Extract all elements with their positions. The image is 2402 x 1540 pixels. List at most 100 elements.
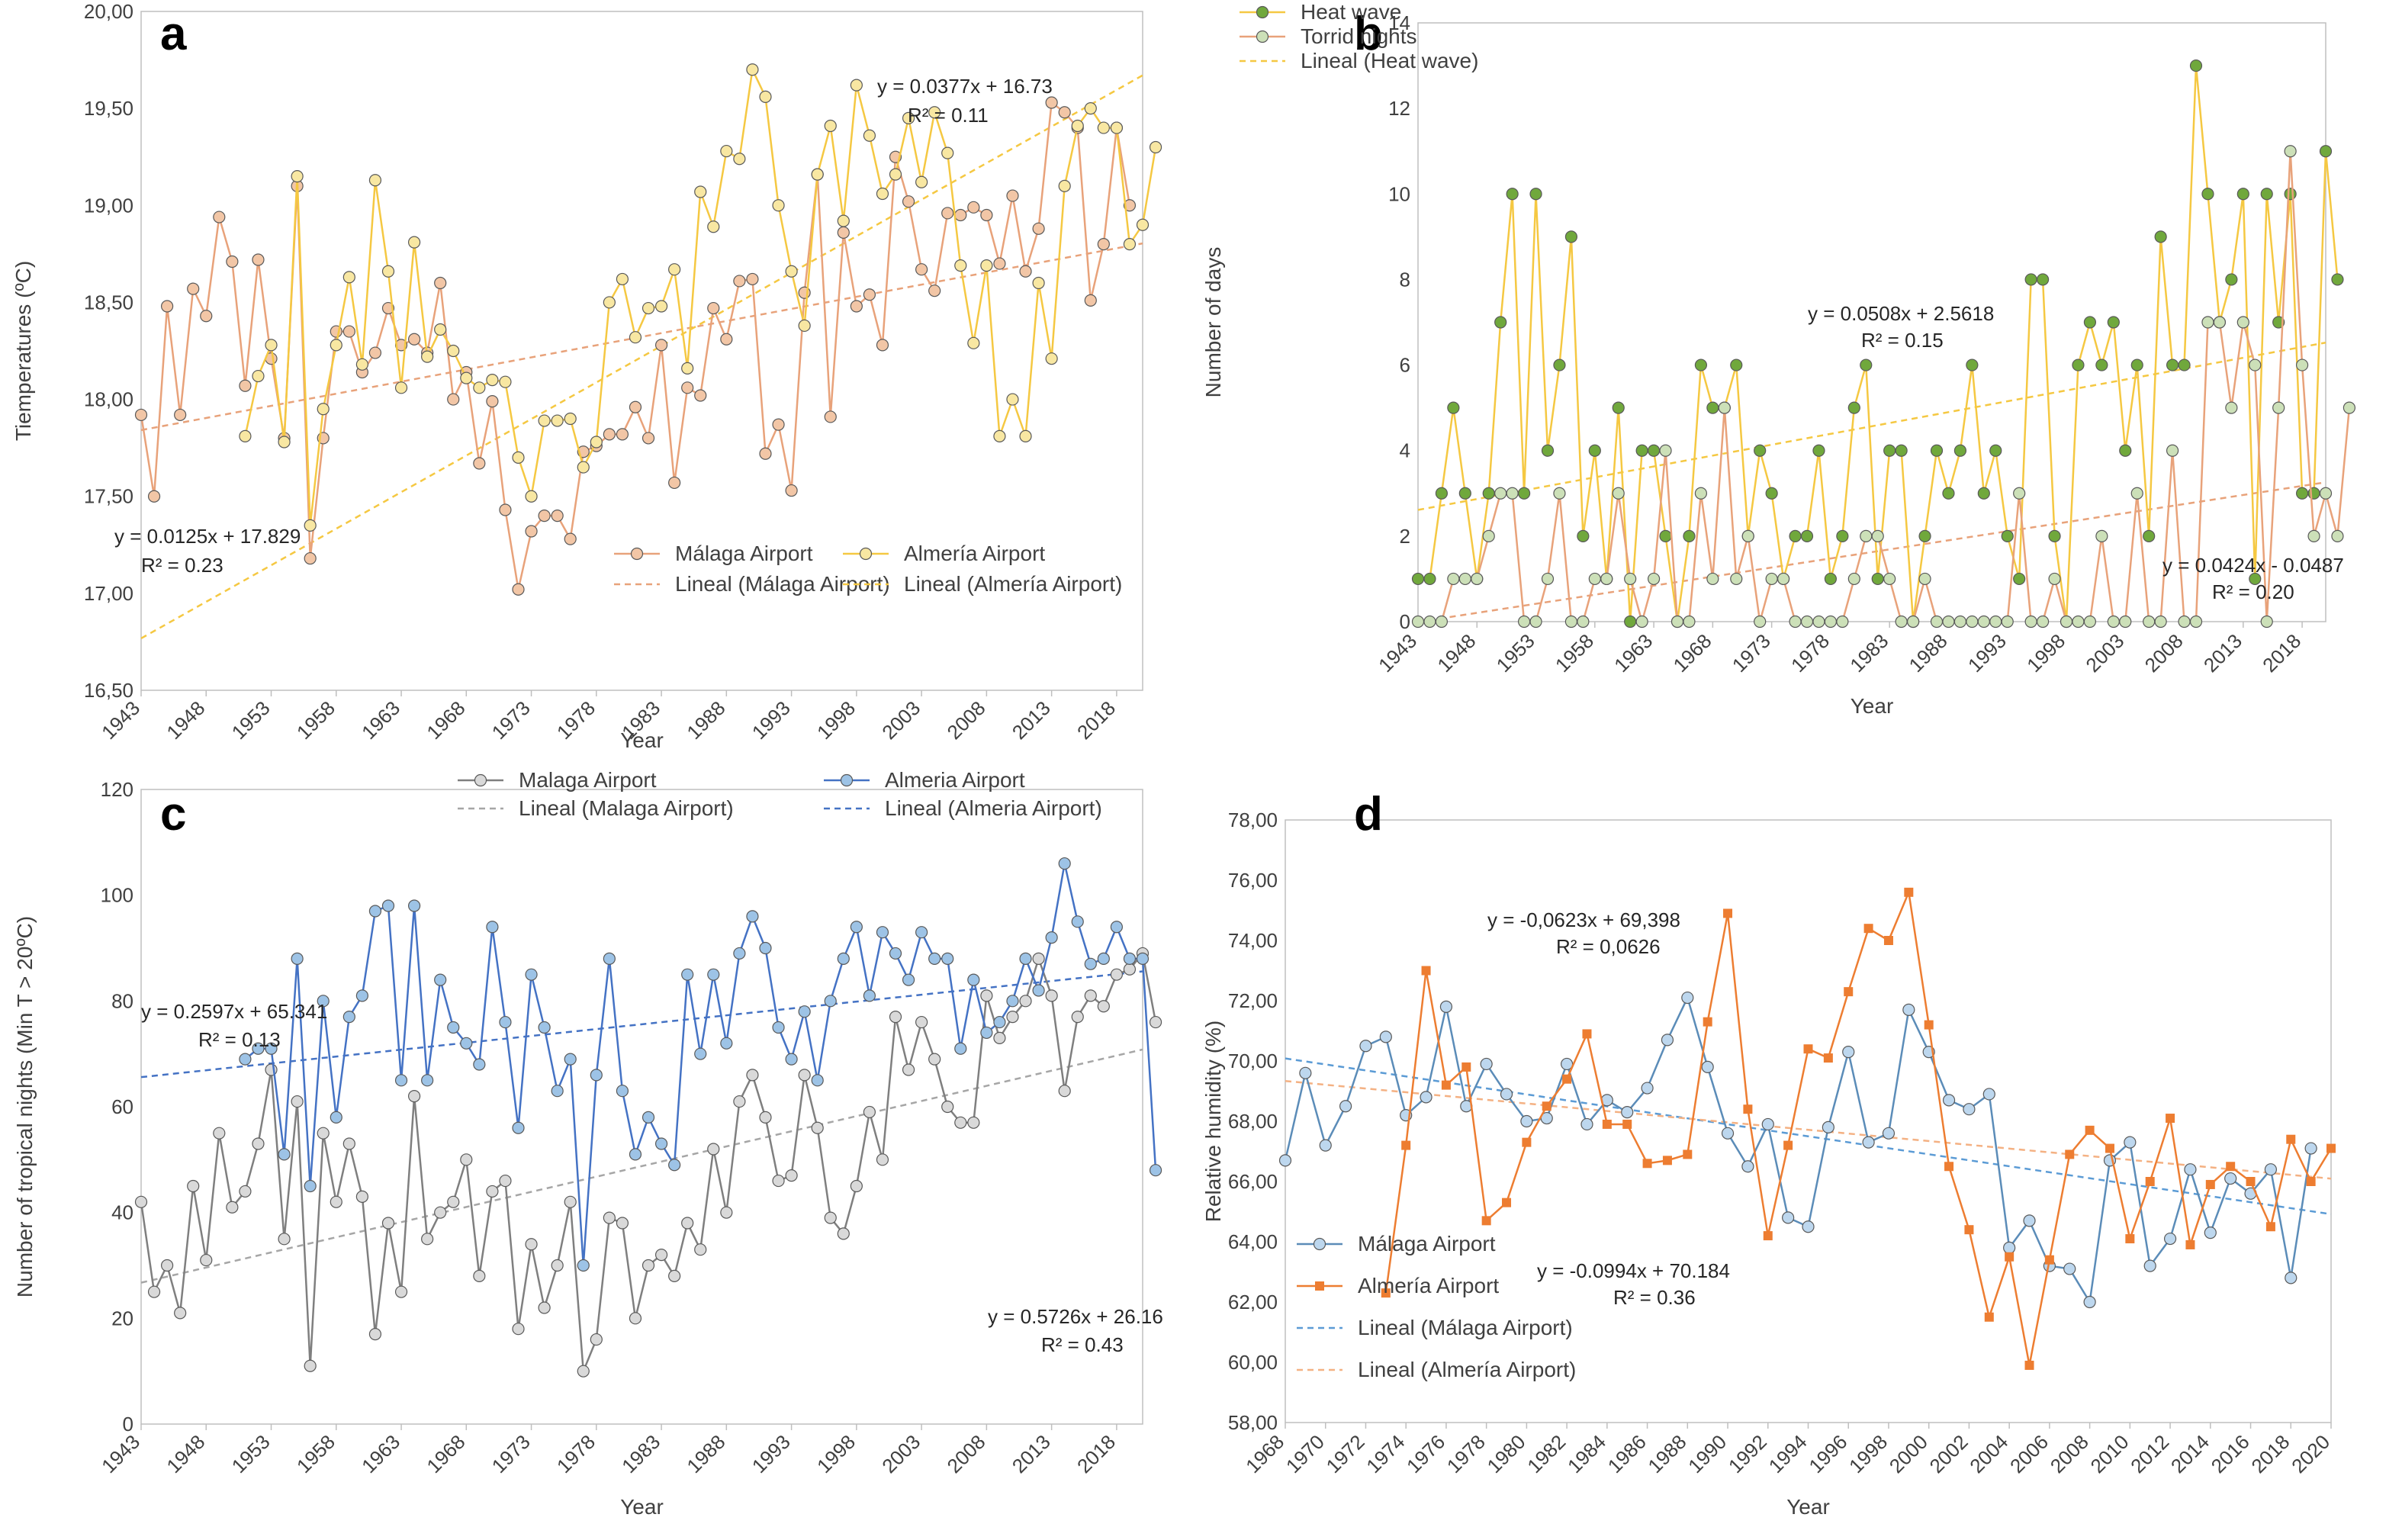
data-point [837, 226, 850, 239]
data-point [1517, 487, 1531, 500]
panel-letter: b [1354, 8, 1383, 60]
legend-item-label: Málaga Airport [675, 542, 813, 565]
data-point [577, 461, 590, 474]
data-point [1006, 393, 1019, 406]
x-tick-label: 1986 [1603, 1430, 1651, 1477]
data-point [1032, 952, 1045, 965]
data-point [1136, 952, 1150, 965]
x-axis-title: Year [620, 1495, 664, 1519]
data-point [2048, 529, 2061, 542]
data-point [1847, 572, 1860, 586]
data-point [824, 119, 837, 133]
data-point [889, 1011, 902, 1024]
data-point [2065, 1149, 2075, 1159]
data-point [2224, 1172, 2237, 1185]
y-tick-label: 76,00 [1228, 869, 1278, 892]
data-point [1447, 401, 1460, 414]
trend-equation: y = 0.0508x + 2.5618 [1808, 302, 1994, 325]
y-tick-label: 68,00 [1228, 1110, 1278, 1133]
data-point [2063, 1262, 2076, 1275]
y-axis-title: Relative humidity (%) [1201, 1021, 1225, 1223]
data-point [654, 1249, 668, 1262]
data-point [954, 1116, 967, 1129]
x-tick-label: 1963 [357, 1430, 404, 1477]
data-point [1721, 1127, 1735, 1140]
data-point [304, 1359, 317, 1372]
x-tick-label: 1993 [748, 1430, 795, 1477]
data-point [1006, 1011, 1019, 1024]
legend-swatch-marker [1315, 1281, 1324, 1291]
x-tick-label: 1978 [552, 1430, 600, 1477]
legend-item-label: Torrid nights [1301, 24, 1417, 48]
data-point [1084, 989, 1097, 1002]
x-tick-label: 1988 [682, 1430, 729, 1477]
data-point [707, 301, 720, 315]
data-point [525, 968, 538, 981]
data-point [499, 1015, 512, 1029]
data-point [1741, 529, 1754, 542]
data-point [2143, 529, 2156, 542]
x-tick-label: 1998 [2022, 629, 2069, 677]
legend-item-label: Málaga Airport [1358, 1232, 1496, 1255]
data-point [512, 583, 525, 596]
data-point [2166, 444, 2179, 457]
data-point [746, 910, 759, 923]
data-point [1977, 615, 1990, 629]
data-point [134, 1195, 148, 1208]
data-point [1977, 487, 1990, 500]
data-point [1823, 1053, 1833, 1063]
data-point [993, 257, 1006, 270]
data-point [1506, 188, 1519, 201]
data-point [668, 476, 681, 490]
legend-swatch-marker [1256, 30, 1269, 43]
trend-r2: R² = 0,0626 [1556, 935, 1661, 958]
data-point [746, 272, 759, 286]
data-point [2265, 1222, 2275, 1232]
data-point [1661, 1034, 1674, 1046]
data-point [2178, 358, 2191, 371]
data-point [447, 1021, 460, 1034]
data-point [1783, 1140, 1793, 1150]
data-point [2083, 615, 2097, 629]
data-point [1942, 1094, 1956, 1107]
data-point [2107, 615, 2120, 629]
data-point [1123, 963, 1137, 976]
data-point [993, 429, 1006, 442]
data-point [2331, 529, 2344, 542]
x-tick-label: 2008 [2140, 629, 2188, 677]
data-point [1359, 1040, 1372, 1053]
data-point [1741, 1160, 1754, 1173]
data-point [434, 276, 447, 290]
data-point [1506, 487, 1519, 500]
x-tick-label: 1943 [1374, 629, 1421, 677]
legend-item-label: Lineal (Malaga Airport) [519, 796, 734, 820]
data-point [239, 379, 252, 392]
data-point [1019, 952, 1032, 965]
data-point [2306, 1177, 2316, 1186]
y-tick-label: 64,00 [1228, 1230, 1278, 1253]
data-point [213, 211, 226, 223]
data-point [538, 1021, 551, 1034]
data-point [304, 551, 317, 565]
legend-swatch-marker [859, 547, 873, 561]
data-point [1319, 1139, 1332, 1152]
series-line-0 [1284, 995, 2312, 1305]
data-point [421, 1233, 434, 1246]
data-point [629, 1312, 642, 1325]
data-point [941, 146, 954, 159]
data-point [2205, 1179, 2215, 1189]
data-point [200, 310, 213, 323]
data-point [928, 952, 941, 965]
data-point [460, 1153, 473, 1166]
data-point [2143, 615, 2156, 629]
data-point [2166, 1114, 2175, 1124]
y-tick-label: 40 [111, 1201, 133, 1224]
data-point [1612, 487, 1625, 500]
x-tick-label: 2002 [1925, 1430, 1973, 1477]
data-point [368, 346, 382, 359]
y-axis-title: Number of tropical nights (Min T > 20ºC) [13, 916, 37, 1297]
x-tick-label: 2013 [1008, 696, 1055, 744]
legend-item-label: Malaga Airport [519, 770, 657, 792]
data-point [1622, 1119, 1632, 1129]
data-point [1703, 1017, 1712, 1027]
